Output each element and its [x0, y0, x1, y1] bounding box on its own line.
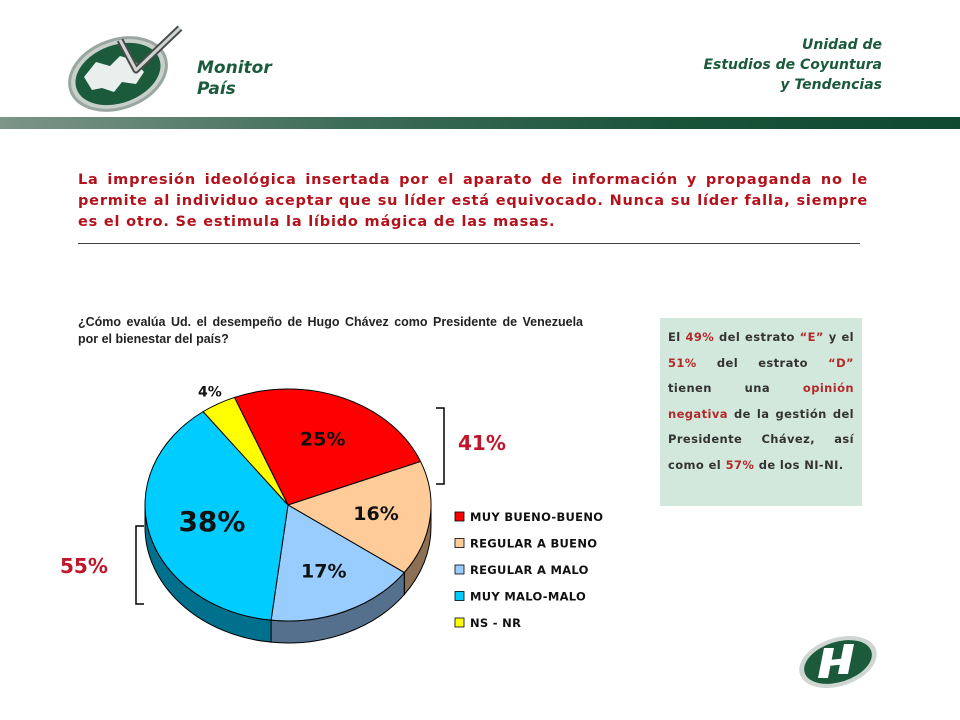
legend-swatch-muy-malo-malo — [454, 591, 465, 601]
note-value-2: “E” — [799, 330, 824, 344]
pie-labels: 25% 16% 17% 38% 4% — [178, 384, 398, 582]
brand-line2: País — [197, 79, 236, 99]
note-value-6: 57% — [725, 457, 755, 472]
pie-slice-regular-a-malo — [270, 504, 406, 622]
pie-label-muy-malo-malo: 38% — [178, 505, 245, 538]
note-box: El 49% del estrato “E” y el 51% del estr… — [660, 318, 862, 506]
note-text-3: y el — [823, 330, 854, 344]
pie-slice-muy-malo-malo — [144, 410, 289, 621]
note-text-5: tienen una — [668, 381, 803, 395]
statement-text: La impresión ideológica insertada por el… — [78, 172, 868, 230]
note-text-6: de la gestión del Presidente Chávez, así… — [668, 406, 854, 472]
unit-line1: Unidad de — [801, 37, 882, 53]
note-text-2: del estrato — [714, 330, 800, 344]
legend-label-muy-bueno-bueno: MUY BUENO-BUENO — [470, 510, 603, 524]
chart-legend: MUY BUENO-BUENO REGULAR A BUENO REGULAR A … — [454, 510, 603, 630]
pie-label-muy-bueno-bueno: 25% — [300, 428, 345, 450]
note-text-7: de los NI-NI. — [754, 457, 844, 472]
brand-line1: Monitor — [197, 58, 272, 78]
legend-swatch-muy-bueno-bueno — [454, 511, 465, 522]
legend-swatch-regular-a-malo — [454, 564, 465, 575]
note-value-5: opinión negativa — [668, 381, 854, 421]
group-label-2: 55% — [60, 554, 108, 578]
note-value-1: 49% — [685, 330, 715, 344]
header-divider-bar — [0, 117, 960, 129]
note-text-1: El — [668, 330, 686, 344]
pie-slice-regular-a-bueno — [286, 460, 432, 574]
legend-label-regular-a-malo: REGULAR A MALO — [470, 563, 589, 577]
survey-question: ¿Cómo evalúa Ud. el desempeño de Hugo Ch… — [78, 315, 583, 346]
legend-label-regular-a-bueno: REGULAR A BUENO — [470, 537, 597, 551]
unit-title: Unidad de Estudios de Coyuntura y Tenden… — [703, 35, 882, 95]
monitor-pais-logo — [68, 25, 183, 112]
note-text-4: del estrato — [696, 355, 829, 370]
legend-swatch-ns-nr — [454, 617, 465, 628]
note-value-3: 51% — [668, 355, 697, 370]
unit-line3: y Tendencias — [780, 77, 882, 93]
legend-label-ns-nr: NS - NR — [470, 616, 521, 630]
bracket-group-2 — [135, 525, 144, 605]
statement-rule — [78, 243, 860, 244]
footer-logo — [799, 636, 877, 688]
legend-swatch-regular-a-bueno — [454, 538, 465, 548]
group-brackets: 41% 55% — [60, 407, 506, 605]
legend-label-muy-malo-malo: MUY MALO-MALO — [470, 590, 586, 604]
pie-slice-muy-bueno-bueno — [233, 388, 422, 506]
group-label-1: 41% — [458, 431, 506, 455]
unit-line2: Estudios de Coyuntura — [703, 57, 882, 73]
brand-title: Monitor País — [197, 58, 272, 100]
pie-label-regular-a-bueno: 16% — [353, 503, 398, 525]
pie-label-ns-nr: 4% — [198, 384, 222, 400]
pie-slice-ns-nr — [202, 396, 289, 506]
note-value-4: “D” — [828, 355, 854, 370]
pie-label-regular-a-malo: 17% — [301, 560, 346, 582]
pie-slices — [144, 388, 432, 622]
bracket-group-1 — [436, 407, 445, 485]
